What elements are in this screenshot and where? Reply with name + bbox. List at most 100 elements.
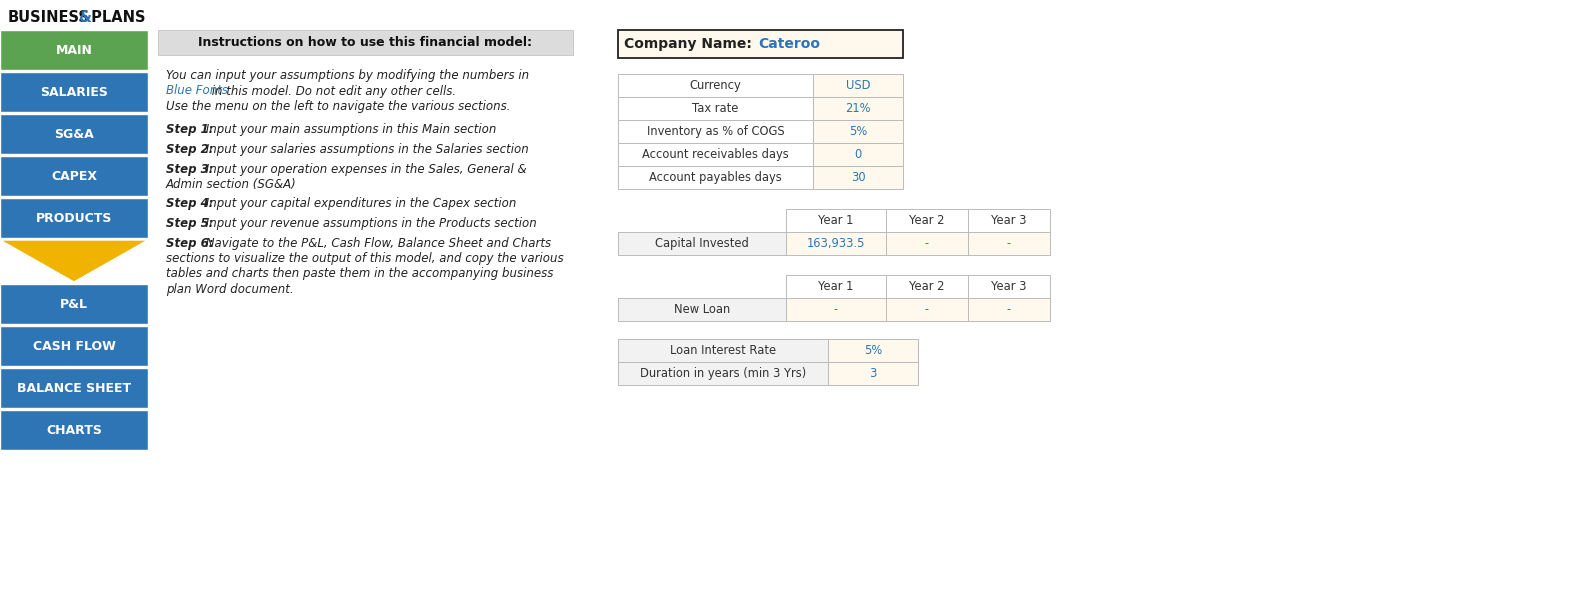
Text: -: - — [1006, 303, 1011, 316]
Text: BUSINESS: BUSINESS — [8, 10, 90, 24]
Text: Input your operation expenses in the Sales, General &: Input your operation expenses in the Sal… — [203, 163, 527, 175]
Text: Step 4:: Step 4: — [167, 197, 214, 210]
Bar — [617, 298, 786, 321]
Bar — [617, 209, 786, 232]
Bar — [0, 410, 148, 450]
Bar — [0, 198, 148, 238]
Text: Input your main assumptions in this Main section: Input your main assumptions in this Main… — [203, 124, 497, 137]
Text: Tax rate: Tax rate — [692, 102, 738, 115]
Text: Currency: Currency — [690, 79, 741, 92]
Bar — [617, 362, 828, 385]
Bar — [617, 275, 786, 298]
Bar — [886, 275, 968, 298]
Text: 163,933.5: 163,933.5 — [806, 237, 865, 250]
Text: Input your revenue assumptions in the Products section: Input your revenue assumptions in the Pr… — [203, 217, 536, 230]
Bar — [0, 284, 148, 324]
Bar — [617, 143, 813, 166]
Bar — [617, 339, 828, 362]
Bar — [617, 74, 813, 97]
Text: Instructions on how to use this financial model:: Instructions on how to use this financia… — [198, 36, 533, 49]
Text: Year 3: Year 3 — [992, 280, 1027, 293]
Text: sections to visualize the output of this model, and copy the various: sections to visualize the output of this… — [167, 252, 563, 265]
Text: Step 5:: Step 5: — [167, 217, 214, 230]
Text: CAPEX: CAPEX — [51, 169, 97, 182]
Text: Year 2: Year 2 — [909, 214, 944, 227]
Bar — [813, 143, 903, 166]
Text: &: & — [75, 10, 92, 24]
Bar — [886, 298, 968, 321]
Text: Input your capital expenditures in the Capex section: Input your capital expenditures in the C… — [203, 197, 517, 210]
Text: Year 2: Year 2 — [909, 280, 944, 293]
Text: plan Word document.: plan Word document. — [167, 283, 294, 296]
Text: Capital Invested: Capital Invested — [655, 237, 749, 250]
Text: You can input your assumptions by modifying the numbers in: You can input your assumptions by modify… — [167, 69, 528, 82]
Text: P&L: P&L — [60, 298, 87, 311]
Text: Account payables days: Account payables days — [649, 171, 782, 184]
Bar — [886, 209, 968, 232]
Text: Blue Fonts: Blue Fonts — [167, 84, 229, 97]
Text: CASH FLOW: CASH FLOW — [33, 340, 116, 352]
Text: Year 1: Year 1 — [819, 214, 854, 227]
Bar — [617, 232, 786, 255]
Text: -: - — [925, 303, 928, 316]
Text: CHARTS: CHARTS — [46, 424, 102, 437]
Text: Navigate to the P&L, Cash Flow, Balance Sheet and Charts: Navigate to the P&L, Cash Flow, Balance … — [203, 236, 552, 249]
Bar — [968, 209, 1051, 232]
Text: Account receivables days: Account receivables days — [643, 148, 789, 161]
Text: 30: 30 — [851, 171, 865, 184]
Text: Step 3:: Step 3: — [167, 163, 214, 175]
Text: Company Name:: Company Name: — [624, 37, 757, 51]
Bar — [617, 120, 813, 143]
Bar — [0, 156, 148, 196]
Bar — [828, 362, 917, 385]
Text: 21%: 21% — [846, 102, 871, 115]
Text: -: - — [833, 303, 838, 316]
Bar — [813, 166, 903, 189]
Polygon shape — [0, 240, 148, 282]
Text: -: - — [925, 237, 928, 250]
Text: SALARIES: SALARIES — [40, 86, 108, 99]
Text: Use the menu on the left to navigate the various sections.: Use the menu on the left to navigate the… — [167, 100, 511, 113]
Bar — [968, 232, 1051, 255]
Bar — [813, 120, 903, 143]
Bar — [617, 30, 903, 58]
Bar — [968, 298, 1051, 321]
Text: tables and charts then paste them in the accompanying business: tables and charts then paste them in the… — [167, 267, 554, 280]
Bar — [828, 339, 917, 362]
Text: SG&A: SG&A — [54, 128, 94, 141]
Bar — [786, 275, 886, 298]
Text: MAIN: MAIN — [56, 43, 92, 56]
Bar — [813, 97, 903, 120]
Bar — [617, 97, 813, 120]
Bar — [0, 72, 148, 112]
Bar — [0, 368, 148, 408]
Bar — [813, 74, 903, 97]
Bar — [786, 232, 886, 255]
Text: Admin section (SG&A): Admin section (SG&A) — [167, 178, 297, 191]
Text: Input your salaries assumptions in the Salaries section: Input your salaries assumptions in the S… — [203, 143, 528, 156]
Text: Step 2:: Step 2: — [167, 143, 214, 156]
Text: Step 6:: Step 6: — [167, 236, 214, 249]
Text: Duration in years (min 3 Yrs): Duration in years (min 3 Yrs) — [640, 367, 806, 380]
Text: 5%: 5% — [863, 344, 882, 357]
Text: Step 1:: Step 1: — [167, 124, 214, 137]
Bar — [968, 275, 1051, 298]
Text: Cateroo: Cateroo — [759, 37, 820, 51]
Text: -: - — [1006, 237, 1011, 250]
Bar — [617, 166, 813, 189]
Text: PLANS: PLANS — [86, 10, 146, 24]
Text: Year 1: Year 1 — [819, 280, 854, 293]
Bar — [786, 298, 886, 321]
Text: 3: 3 — [870, 367, 876, 380]
Text: PRODUCTS: PRODUCTS — [37, 211, 113, 225]
Text: Year 3: Year 3 — [992, 214, 1027, 227]
Text: BALANCE SHEET: BALANCE SHEET — [17, 381, 132, 394]
Bar — [786, 209, 886, 232]
Text: Inventory as % of COGS: Inventory as % of COGS — [646, 125, 784, 138]
Bar — [0, 30, 148, 70]
Bar — [0, 326, 148, 366]
Text: USD: USD — [846, 79, 870, 92]
Text: 0: 0 — [854, 148, 862, 161]
Text: Loan Interest Rate: Loan Interest Rate — [670, 344, 776, 357]
Text: New Loan: New Loan — [674, 303, 730, 316]
